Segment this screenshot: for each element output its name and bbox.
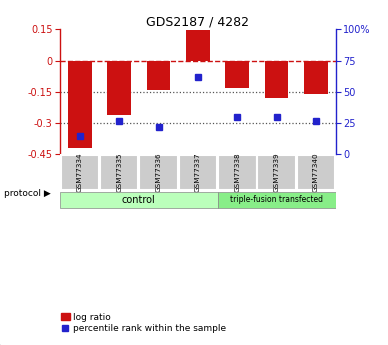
FancyBboxPatch shape bbox=[257, 155, 296, 190]
FancyBboxPatch shape bbox=[178, 155, 217, 190]
FancyBboxPatch shape bbox=[100, 155, 139, 190]
Text: GSM77339: GSM77339 bbox=[274, 153, 280, 192]
FancyBboxPatch shape bbox=[218, 191, 336, 208]
Text: GSM77337: GSM77337 bbox=[195, 153, 201, 192]
Legend: log ratio, percentile rank within the sample: log ratio, percentile rank within the sa… bbox=[57, 309, 230, 337]
Text: protocol ▶: protocol ▶ bbox=[4, 189, 50, 198]
Text: control: control bbox=[122, 195, 156, 205]
Bar bbox=[304, 61, 328, 94]
Bar bbox=[107, 61, 131, 115]
Bar bbox=[68, 61, 92, 148]
Text: GSM77338: GSM77338 bbox=[234, 153, 240, 192]
Text: GSM77335: GSM77335 bbox=[116, 153, 122, 192]
Bar bbox=[225, 61, 249, 88]
Bar bbox=[186, 30, 210, 61]
FancyBboxPatch shape bbox=[139, 155, 178, 190]
FancyBboxPatch shape bbox=[60, 191, 218, 208]
Text: GSM77334: GSM77334 bbox=[77, 153, 83, 192]
Text: GSM77340: GSM77340 bbox=[313, 153, 319, 192]
Title: GDS2187 / 4282: GDS2187 / 4282 bbox=[146, 15, 249, 28]
Bar bbox=[265, 61, 288, 98]
Text: triple-fusion transfected: triple-fusion transfected bbox=[230, 195, 323, 204]
FancyBboxPatch shape bbox=[297, 155, 335, 190]
Text: GSM77336: GSM77336 bbox=[156, 153, 161, 192]
FancyBboxPatch shape bbox=[61, 155, 99, 190]
Bar bbox=[147, 61, 170, 90]
FancyBboxPatch shape bbox=[218, 155, 256, 190]
